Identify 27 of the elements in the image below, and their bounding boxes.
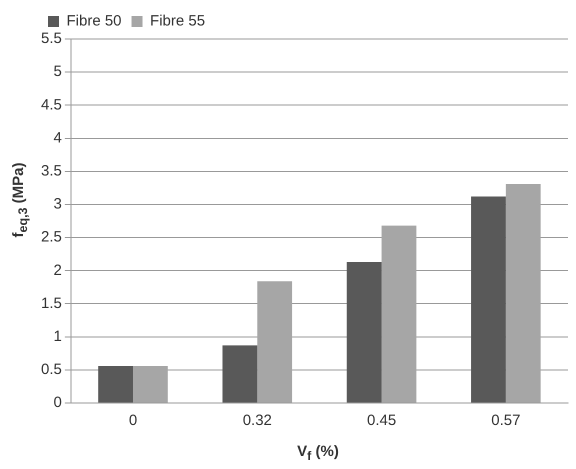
- x-tick-label: 0.32: [242, 412, 272, 430]
- x-tick-label: 0.57: [491, 412, 520, 430]
- y-tick-label: 1: [54, 328, 62, 345]
- bar: [382, 226, 416, 402]
- y-tick-label: 3: [54, 196, 62, 213]
- bar: [471, 196, 506, 402]
- bar: [222, 345, 258, 402]
- x-axis-title: V$_{f}$ (%): [296, 443, 340, 463]
- y-tick-label: 0.5: [40, 361, 62, 378]
- y-tick-label: 0: [54, 394, 62, 412]
- y-tick-label: 1.5: [40, 294, 62, 312]
- legend-label: Fibre 55: [150, 12, 206, 30]
- x-tick-label: 0: [128, 412, 138, 430]
- y-tick-label: 5.5: [40, 30, 62, 48]
- y-tick-label: 4.5: [40, 96, 62, 114]
- bar: [506, 184, 541, 402]
- bar: [346, 262, 382, 402]
- bar: [257, 281, 292, 402]
- legend-label: Fibre 50: [66, 12, 122, 30]
- y-tick-label: 5: [54, 63, 62, 80]
- y-tick-label: 3.5: [40, 162, 62, 180]
- y-tick-label: 2.5: [40, 228, 62, 246]
- y-tick-label: 4: [54, 129, 62, 146]
- bar: [132, 366, 168, 402]
- bar: [98, 366, 133, 402]
- y-tick-label: 2: [54, 262, 62, 279]
- x-tick-label: 0.45: [366, 412, 396, 430]
